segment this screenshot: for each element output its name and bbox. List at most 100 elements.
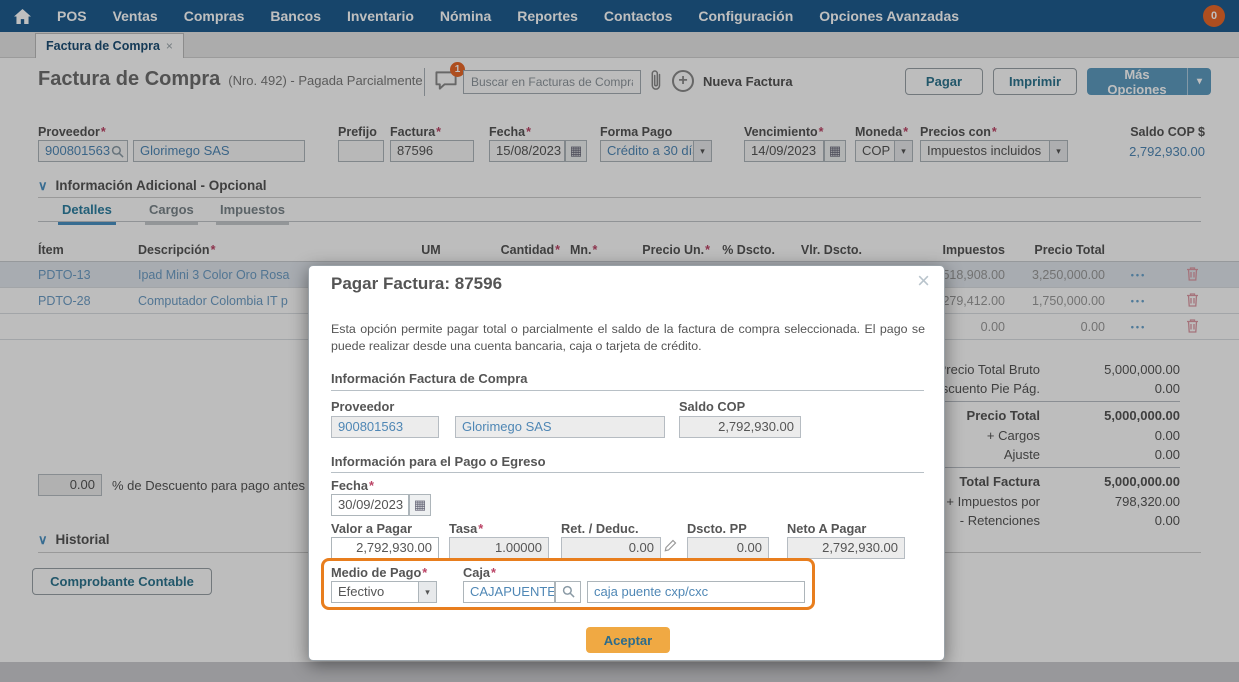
- col-item: Ítem: [38, 242, 64, 257]
- modal-medio-select[interactable]: Efectivo ▾: [331, 581, 437, 603]
- item-descripcion: Ipad Mini 3 Color Oro Rosa: [138, 267, 290, 282]
- modal-divider: [331, 472, 924, 473]
- search-icon[interactable]: [111, 144, 124, 161]
- factura-field[interactable]: 87596: [390, 140, 474, 162]
- chevron-down-icon[interactable]: ▾: [1187, 68, 1211, 95]
- delete-row-icon[interactable]: [1186, 266, 1199, 284]
- row-more-icon[interactable]: •••: [1130, 321, 1147, 332]
- edit-pencil-icon[interactable]: [664, 539, 677, 559]
- total-line: + Cargos 0.00: [986, 428, 1180, 443]
- modal-medio-label: Medio de Pago*: [331, 565, 428, 580]
- comments-button[interactable]: 1: [434, 62, 465, 97]
- calendar-icon[interactable]: ▦: [409, 494, 431, 516]
- medio-value: Efectivo: [338, 584, 385, 599]
- paperclip-icon: [651, 70, 661, 90]
- nav-item-reportes[interactable]: Reportes: [517, 8, 578, 24]
- required-asterisk: *: [903, 125, 909, 139]
- prefijo-field[interactable]: [338, 140, 384, 162]
- comments-count-badge: 1: [450, 62, 465, 77]
- modal-proveedor-label: Proveedor: [331, 399, 395, 414]
- notification-badge[interactable]: 0: [1203, 5, 1225, 27]
- nav-item-bancos[interactable]: Bancos: [270, 8, 321, 24]
- chevron-down-icon[interactable]: ▾: [418, 582, 436, 602]
- modal-proveedor-code-field: 900801563: [331, 416, 439, 438]
- fecha-field[interactable]: 15/08/2023: [489, 140, 565, 162]
- tab-impuestos[interactable]: Impuestos: [216, 202, 290, 225]
- modal-caja-name-field[interactable]: caja puente cxp/cxc: [587, 581, 805, 603]
- row-more-icon[interactable]: •••: [1130, 269, 1147, 280]
- item-code: PDTO-28: [38, 293, 91, 308]
- forma-pago-select[interactable]: Crédito a 30 días▾: [600, 140, 712, 162]
- table-header-row: Ítem Descripción* UM Cantidad* Mn.* Prec…: [0, 238, 1239, 262]
- proveedor-name-field[interactable]: Glorimego SAS: [133, 140, 305, 162]
- moneda-select[interactable]: COP ▾: [855, 140, 913, 162]
- search-icon[interactable]: [555, 581, 581, 603]
- modal-valor-field[interactable]: 2,792,930.00: [331, 537, 439, 559]
- mas-opciones-label: Más Opciones: [1107, 66, 1167, 97]
- tab-factura-de-compra[interactable]: Factura de Compra ×: [35, 33, 184, 58]
- tab-cargos[interactable]: Cargos: [145, 202, 198, 225]
- close-icon[interactable]: ×: [917, 268, 930, 293]
- mas-opciones-button[interactable]: Más Opciones ▾: [1087, 66, 1211, 97]
- pagar-button[interactable]: Pagar: [905, 68, 983, 95]
- row-more-icon[interactable]: •••: [1130, 295, 1147, 306]
- tab-close-icon[interactable]: ×: [165, 39, 173, 53]
- delete-row-icon[interactable]: [1186, 318, 1199, 336]
- tab-label: Factura de Compra: [46, 39, 160, 53]
- precios-con-label: Precios con*: [920, 125, 997, 139]
- required-asterisk: *: [422, 565, 428, 580]
- item-descripcion: Computador Colombia IT p: [138, 293, 288, 308]
- page-title-group: Factura de Compra (Nro. 492) - Pagada Par…: [38, 68, 423, 91]
- aceptar-button[interactable]: Aceptar: [586, 627, 670, 653]
- calendar-icon[interactable]: ▦: [824, 140, 846, 162]
- vencimiento-field[interactable]: 14/09/2023: [744, 140, 824, 162]
- modal-fecha-field[interactable]: 30/09/2023: [331, 494, 409, 516]
- invoice-totals: Precio Total Bruto 5,000,000.00 Descuento…: [865, 360, 1180, 530]
- modal-fecha-label: Fecha*: [331, 478, 374, 493]
- nav-item-ventas[interactable]: Ventas: [112, 8, 158, 24]
- nav-item-contactos[interactable]: Contactos: [603, 8, 673, 24]
- historial-toggle[interactable]: ∨ Historial: [38, 531, 110, 549]
- descuento-field[interactable]: 0.00: [38, 474, 102, 496]
- chevron-down-icon[interactable]: ▾: [1049, 141, 1067, 161]
- chevron-down-icon[interactable]: ▾: [894, 141, 912, 161]
- total-line: Total Factura 5,000,000.00: [959, 474, 1180, 489]
- pagar-factura-modal: Pagar Factura: 87596 × Esta opción permi…: [308, 265, 945, 661]
- comprobante-contable-button[interactable]: Comprobante Contable: [32, 568, 212, 595]
- modal-caja-code-field[interactable]: CAJAPUENTE: [463, 581, 555, 603]
- item-impuestos: 0.00: [980, 319, 1005, 334]
- total-line: + Impuestos por 798,320.00: [946, 494, 1180, 509]
- proveedor-code-field[interactable]: 900801563: [38, 140, 128, 162]
- tab-detalles[interactable]: Detalles: [58, 202, 116, 225]
- nav-item-nomina[interactable]: Nómina: [439, 8, 492, 24]
- total-line: Descuento Pie Pág. 0.00: [925, 381, 1180, 396]
- new-invoice-plus-icon[interactable]: +: [672, 70, 694, 92]
- item-precio-total: 3,250,000.00: [1032, 267, 1105, 282]
- modal-valor-label: Valor a Pagar: [331, 521, 413, 536]
- item-impuestos: 279,412.00: [942, 293, 1005, 308]
- section-divider: [38, 197, 1201, 198]
- chevron-down-icon[interactable]: ▾: [693, 141, 711, 161]
- search-input[interactable]: [463, 70, 641, 94]
- home-icon-svg: [13, 8, 31, 24]
- info-adicional-toggle[interactable]: ∨ Información Adicional - Opcional: [38, 177, 267, 195]
- nav-item-opciones-avanzadas[interactable]: Opciones Avanzadas: [819, 8, 960, 24]
- top-navbar: POS Ventas Compras Bancos Inventario Nóm…: [0, 0, 1239, 32]
- delete-row-icon[interactable]: [1186, 292, 1199, 310]
- col-um: UM: [421, 242, 441, 257]
- item-impuestos: 518,908.00: [942, 267, 1005, 282]
- home-icon[interactable]: [0, 8, 44, 25]
- calendar-icon[interactable]: ▦: [565, 140, 587, 162]
- nav-item-inventario[interactable]: Inventario: [346, 8, 414, 24]
- nav-item-configuracion[interactable]: Configuración: [698, 8, 794, 24]
- nav-item-compras[interactable]: Compras: [183, 8, 245, 24]
- precios-con-select[interactable]: Impuestos incluidos ▾: [920, 140, 1068, 162]
- modal-ret-label: Ret. / Deduc.: [561, 521, 639, 536]
- attachment-button[interactable]: [650, 69, 662, 97]
- imprimir-button[interactable]: Imprimir: [993, 68, 1077, 95]
- nav-item-pos[interactable]: POS: [57, 8, 87, 24]
- total-line: Precio Total Bruto 5,000,000.00: [937, 362, 1180, 377]
- new-invoice-label[interactable]: Nueva Factura: [703, 74, 793, 89]
- modal-tasa-field: 1.00000: [449, 537, 549, 559]
